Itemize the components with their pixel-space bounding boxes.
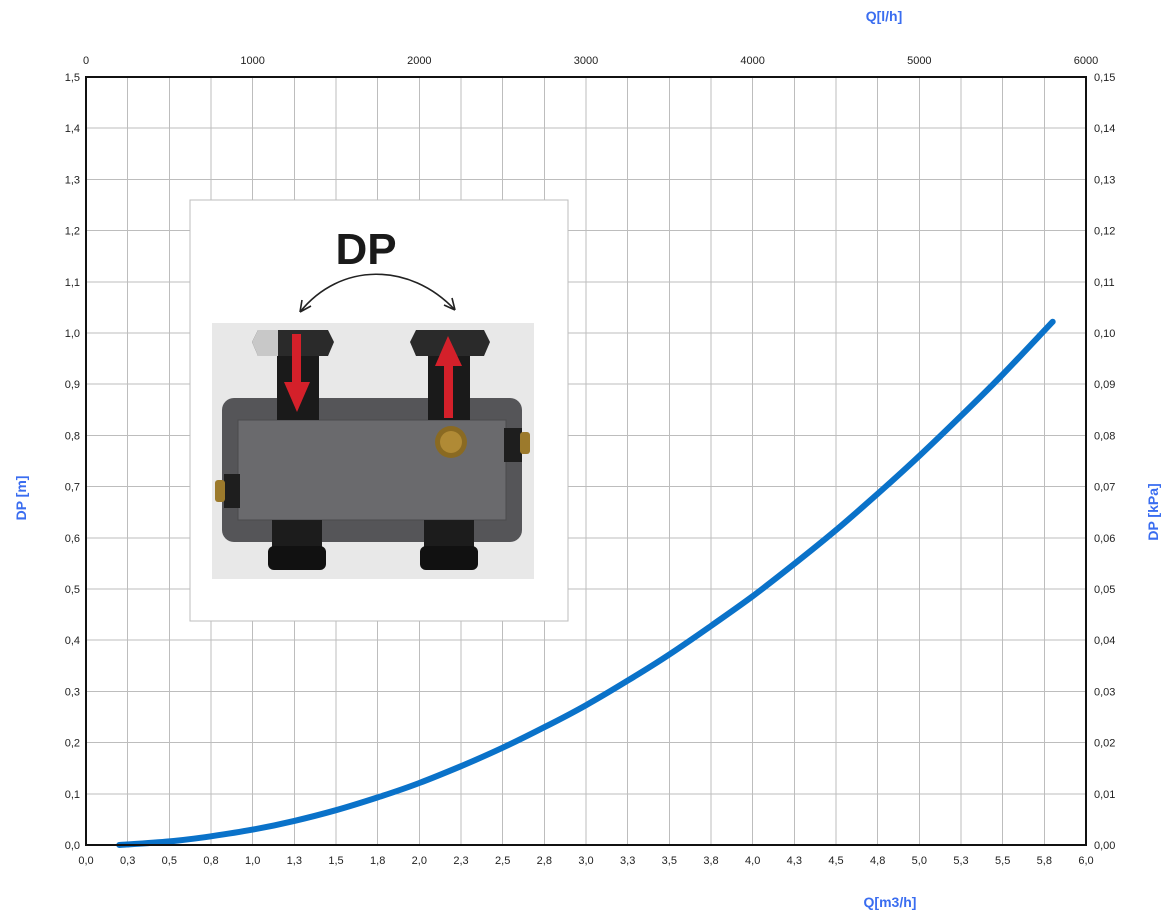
- x-tick-label: 4,5: [828, 855, 843, 867]
- x-tick-label: 3,8: [703, 855, 718, 867]
- y2-tick-label: 0,12: [1094, 226, 1115, 238]
- x-tick-label: 2,0: [412, 855, 427, 867]
- y2-tick-label: 0,04: [1094, 635, 1115, 647]
- x-tick-label: 3,5: [662, 855, 677, 867]
- x-tick-label: 4,3: [787, 855, 802, 867]
- y-tick-label: 0,3: [65, 686, 80, 698]
- y-tick-label: 0,4: [65, 635, 80, 647]
- x-tick-label: 4,8: [870, 855, 885, 867]
- y2-tick-label: 0,08: [1094, 430, 1115, 442]
- y-tick-label: 0,0: [65, 840, 80, 852]
- x-tick-label: 3,0: [578, 855, 593, 867]
- x2-tick-label: 4000: [740, 55, 764, 67]
- y2-axis-title: DP [kPa]: [1145, 483, 1161, 540]
- x2-tick-label: 6000: [1074, 55, 1098, 67]
- dp-arrow-icon: [299, 273, 456, 313]
- dp-curve-series: [116, 318, 1056, 848]
- y2-tick-label: 0,03: [1094, 686, 1115, 698]
- x-tick-label: 0,0: [78, 855, 93, 867]
- y-tick-label: 0,1: [65, 789, 80, 801]
- y-tick-label: 1,0: [65, 328, 80, 340]
- y-tick-label: 0,2: [65, 738, 80, 750]
- x-tick-label: 5,8: [1037, 855, 1052, 867]
- x-tick-label: 1,8: [370, 855, 385, 867]
- y2-tick-label: 0,14: [1094, 123, 1115, 135]
- x-tick-label: 6,0: [1078, 855, 1093, 867]
- y2-tick-label: 0,02: [1094, 738, 1115, 750]
- y-tick-label: 0,5: [65, 584, 80, 596]
- x2-tick-label: 2000: [407, 55, 431, 67]
- flow-down-arrow-icon: [284, 334, 310, 412]
- left-brass-fitting: [215, 480, 225, 502]
- inset-illustration: DP: [189, 199, 569, 622]
- y2-tick-label: 0,05: [1094, 584, 1115, 596]
- inset-dp-label: DP: [335, 225, 396, 274]
- x-tick-label: 5,3: [953, 855, 968, 867]
- x-axis-title: Q[m3/h]: [864, 894, 917, 910]
- y2-tick-label: 0,11: [1094, 277, 1115, 289]
- y-tick-label: 0,7: [65, 482, 80, 494]
- x-tick-label: 3,3: [620, 855, 635, 867]
- tick-labels: 0,0 0,3 0,5 0,8 1,0 1,3 1,5 1,8 2,0 2,3 2,5 2,8 3,0 3…: [65, 55, 1116, 867]
- curve-layer: [116, 318, 1056, 848]
- y2-tick-label: 0,01: [1094, 789, 1115, 801]
- left-bottom-pipe: [272, 520, 322, 550]
- x-tick-label: 5,0: [912, 855, 927, 867]
- y2-tick-label: 0,00: [1094, 840, 1115, 852]
- x2-axis-title: Q[l/h]: [866, 8, 903, 24]
- y-tick-label: 1,1: [65, 277, 80, 289]
- y-tick-label: 1,3: [65, 174, 80, 186]
- x-tick-label: 1,0: [245, 855, 260, 867]
- x-tick-label: 0,5: [162, 855, 177, 867]
- y2-tick-label: 0,15: [1094, 72, 1115, 84]
- x2-tick-label: 1000: [240, 55, 264, 67]
- y2-tick-label: 0,07: [1094, 482, 1115, 494]
- y2-tick-label: 0,10: [1094, 328, 1115, 340]
- right-bottom-pipe: [424, 520, 474, 550]
- x2-tick-label: 3000: [574, 55, 598, 67]
- y-tick-label: 0,9: [65, 379, 80, 391]
- y2-tick-label: 0,06: [1094, 533, 1115, 545]
- x-tick-label: 2,5: [495, 855, 510, 867]
- plot-frame: [85, 76, 1087, 846]
- x-tick-label: 4,0: [745, 855, 760, 867]
- y-tick-label: 1,2: [65, 226, 80, 238]
- flow-up-arrow-icon: [435, 336, 462, 418]
- y-tick-label: 0,8: [65, 430, 80, 442]
- y-tick-label: 1,5: [65, 72, 80, 84]
- x2-tick-label: 0: [83, 55, 89, 67]
- y-axis-title: DP [m]: [13, 476, 29, 521]
- y2-tick-label: 0,09: [1094, 379, 1115, 391]
- x-tick-label: 1,5: [328, 855, 343, 867]
- y2-tick-label: 0,13: [1094, 174, 1115, 186]
- right-brass-fitting: [520, 432, 530, 454]
- x-tick-label: 5,5: [995, 855, 1010, 867]
- x2-tick-label: 5000: [907, 55, 931, 67]
- x-tick-label: 2,8: [537, 855, 552, 867]
- x-tick-label: 1,3: [287, 855, 302, 867]
- x-tick-label: 0,8: [203, 855, 218, 867]
- y-tick-label: 1,4: [65, 123, 80, 135]
- x-tick-label: 0,3: [120, 855, 135, 867]
- x-tick-label: 2,3: [453, 855, 468, 867]
- y-tick-label: 0,6: [65, 533, 80, 545]
